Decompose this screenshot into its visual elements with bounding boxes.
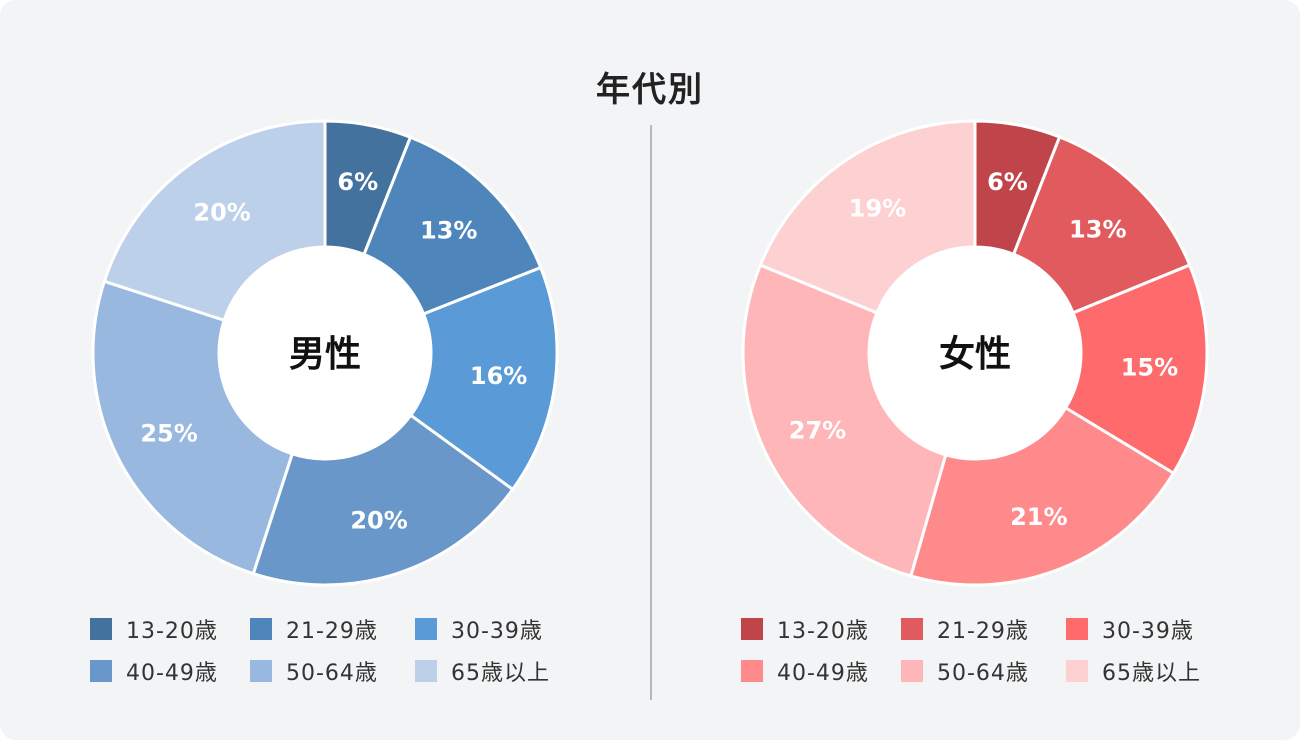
female-legend-item-1: 21-29歳	[901, 615, 1029, 644]
male-slice-label-0: 6%	[337, 168, 378, 196]
female-slice-label-1: 13%	[1069, 215, 1126, 243]
female-legend-swatch-1	[901, 618, 923, 640]
male-legend-item-2: 30-39歳	[415, 615, 543, 644]
female-legend-item-0: 13-20歳	[741, 615, 869, 644]
male-legend-item-1: 21-29歳	[250, 615, 378, 644]
female-legend-item-2: 30-39歳	[1066, 615, 1194, 644]
female-slice-label-2: 15%	[1121, 354, 1178, 382]
male-slice-label-2: 16%	[470, 362, 527, 390]
male-legend-swatch-4	[250, 660, 272, 682]
male-legend-swatch-0	[90, 618, 112, 640]
female-slice-2	[1063, 263, 1209, 476]
male-slice-label-3: 20%	[350, 506, 407, 534]
female-legend-item-5: 65歳以上	[1066, 657, 1201, 686]
male-donut-hole	[219, 247, 431, 459]
female-legend-item-4: 50-64歳	[901, 657, 1029, 686]
female-legend-swatch-2	[1066, 618, 1088, 640]
male-donut-chart: 6% 13% 16% 20% 25% 20% 男性	[91, 119, 559, 587]
female-legend-label-0: 13-20歳	[777, 619, 869, 644]
male-slice-label-5: 20%	[193, 198, 250, 226]
male-center-label: 男性	[289, 334, 361, 375]
male-legend-label-2: 30-39歳	[451, 619, 543, 644]
female-legend-label-2: 30-39歳	[1102, 619, 1194, 644]
male-legend-item-0: 13-20歳	[90, 615, 218, 644]
female-slice-label-3: 21%	[1010, 503, 1067, 531]
female-center-label: 女性	[939, 334, 1011, 375]
female-legend-label-3: 40-49歳	[777, 661, 869, 686]
male-legend-label-1: 21-29歳	[286, 619, 378, 644]
female-legend-label-4: 50-64歳	[937, 661, 1029, 686]
female-slice-label-4: 27%	[789, 416, 846, 444]
male-legend-label-4: 50-64歳	[286, 661, 378, 686]
male-legend-label-3: 40-49歳	[126, 661, 218, 686]
male-legend-label-0: 13-20歳	[126, 619, 218, 644]
female-legend-swatch-0	[741, 618, 763, 640]
male-legend-swatch-1	[250, 618, 272, 640]
female-legend-swatch-3	[741, 660, 763, 682]
female-legend-label-5: 65歳以上	[1102, 661, 1201, 686]
male-slice-label-4: 25%	[140, 419, 197, 447]
male-legend-label-5: 65歳以上	[451, 661, 550, 686]
chart-title: 年代別	[596, 70, 704, 110]
male-legend-item-5: 65歳以上	[415, 657, 550, 686]
female-legend-swatch-5	[1066, 660, 1088, 682]
female-donut-chart: 6% 13% 15% 21% 27% 19% 女性	[741, 119, 1209, 587]
male-legend-item-4: 50-64歳	[250, 657, 378, 686]
female-slice-label-0: 6%	[987, 168, 1028, 196]
female-legend-item-3: 40-49歳	[741, 657, 869, 686]
male-legend-swatch-2	[415, 618, 437, 640]
female-slice-label-5: 19%	[849, 195, 906, 223]
male-slice-label-1: 13%	[420, 216, 477, 244]
female-donut-hole	[869, 247, 1081, 459]
female-legend-label-1: 21-29歳	[937, 619, 1029, 644]
divider	[650, 125, 652, 700]
male-legend-item-3: 40-49歳	[90, 657, 218, 686]
male-legend-swatch-3	[90, 660, 112, 682]
female-legend-swatch-4	[901, 660, 923, 682]
male-legend-swatch-5	[415, 660, 437, 682]
